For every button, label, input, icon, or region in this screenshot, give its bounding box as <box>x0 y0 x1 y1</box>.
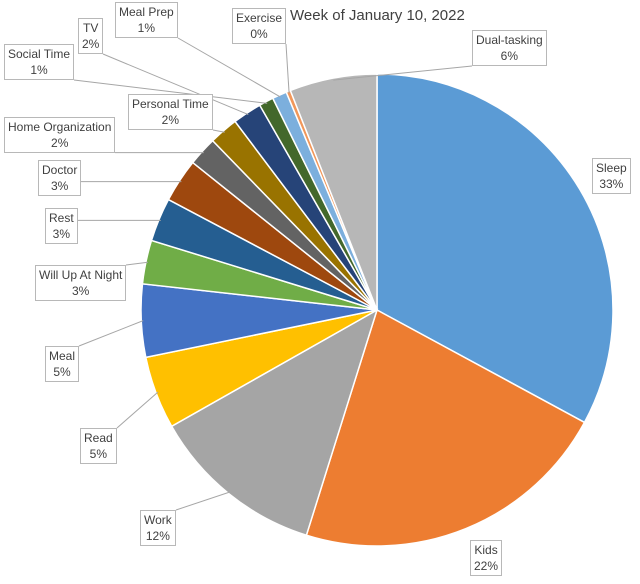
data-label: Social Time 1% <box>4 44 75 80</box>
slice-label: Social Time <box>8 47 71 61</box>
slice-value: 0% <box>250 27 268 41</box>
leader-line <box>177 37 281 98</box>
slice-label: Exercise <box>236 11 283 25</box>
slice-label: Will Up At Night <box>39 268 123 282</box>
slice-value: 3% <box>52 227 71 241</box>
slice-value: 12% <box>145 529 170 543</box>
leader-line <box>102 53 249 116</box>
slice-value: 1% <box>30 63 48 77</box>
pie-slice-sleep <box>376 73 614 424</box>
data-label: Will Up At Night 3% <box>35 265 127 301</box>
data-label: Kids 22% <box>470 540 503 576</box>
slice-value: 6% <box>500 49 519 63</box>
slice-value: 3% <box>51 179 69 193</box>
leader-line <box>285 43 290 94</box>
chart-title: Week of January 10, 2022 <box>290 7 465 24</box>
data-label: Doctor 3% <box>38 160 82 196</box>
leader-line <box>125 261 148 266</box>
pie-slice-dual-tasking <box>289 73 378 311</box>
data-label: Exercise 0% <box>232 8 287 44</box>
slice-label: Sleep <box>596 161 627 175</box>
leader-line <box>175 491 231 511</box>
data-label: Sleep 33% <box>592 158 631 194</box>
data-label: Rest 3% <box>45 208 78 244</box>
slice-value: 33% <box>599 177 624 191</box>
leader-line <box>78 320 144 347</box>
slice-label: Doctor <box>42 163 78 177</box>
data-label: Read 5% <box>80 428 117 464</box>
slice-value: 2% <box>161 113 180 127</box>
slice-value: 22% <box>474 559 499 573</box>
slice-value: 5% <box>89 447 108 461</box>
slice-label: Personal Time <box>132 97 209 111</box>
leader-line <box>212 129 225 133</box>
slice-value: 1% <box>137 21 156 35</box>
data-label: Home Organization 2% <box>4 117 116 153</box>
pie-slice-kids <box>305 308 586 547</box>
data-label: Work 12% <box>140 510 176 546</box>
slice-label: TV <box>83 21 99 35</box>
slice-label: Home Organization <box>8 120 112 134</box>
data-label: Meal 5% <box>45 346 80 382</box>
slice-label: Rest <box>49 211 74 225</box>
data-label: Personal Time 2% <box>128 94 213 130</box>
slice-value: 2% <box>82 37 100 51</box>
slice-label: Kids <box>474 543 498 557</box>
slice-value: 5% <box>53 365 71 379</box>
pie-slice-work <box>170 308 379 537</box>
data-label: Meal Prep 1% <box>115 2 178 38</box>
slice-label: Meal Prep <box>119 5 174 19</box>
slice-label: Dual-tasking <box>476 33 543 47</box>
slice-label: Read <box>84 431 113 445</box>
leader-line <box>333 65 473 81</box>
leader-line <box>73 79 268 104</box>
slice-value: 2% <box>51 136 69 150</box>
leader-line <box>116 391 159 429</box>
data-label: Dual-tasking 6% <box>472 30 547 66</box>
slice-label: Meal <box>49 349 76 363</box>
data-label: TV 2% <box>78 18 104 54</box>
slice-value: 3% <box>72 284 90 298</box>
slice-label: Work <box>144 513 172 527</box>
